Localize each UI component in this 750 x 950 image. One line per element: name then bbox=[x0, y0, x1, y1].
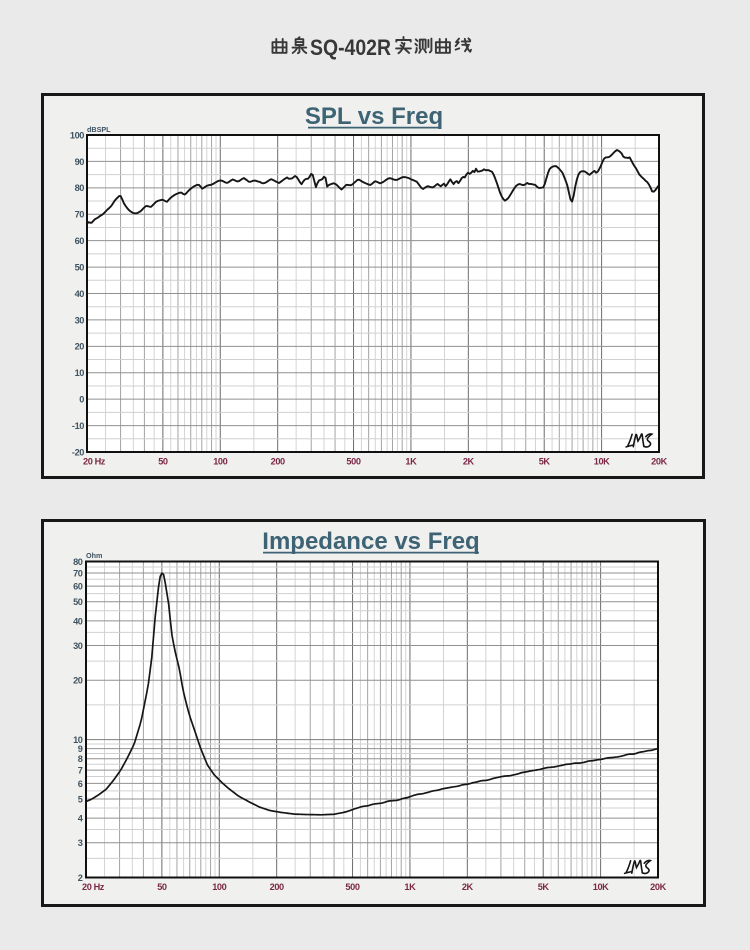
svg-text:20: 20 bbox=[75, 342, 85, 352]
svg-text:60: 60 bbox=[73, 582, 83, 592]
svg-text:1K: 1K bbox=[404, 882, 416, 892]
svg-text:70: 70 bbox=[73, 568, 83, 578]
svg-text:5K: 5K bbox=[539, 457, 551, 467]
svg-text:30: 30 bbox=[75, 315, 85, 325]
svg-text:Ohm: Ohm bbox=[86, 551, 102, 560]
svg-text:70: 70 bbox=[75, 210, 85, 220]
svg-text:40: 40 bbox=[75, 289, 85, 299]
svg-text:SPL vs Freq: SPL vs Freq bbox=[305, 103, 443, 130]
svg-text:10: 10 bbox=[75, 368, 85, 378]
svg-text:200: 200 bbox=[271, 457, 285, 467]
svg-text:90: 90 bbox=[75, 157, 85, 167]
svg-text:20K: 20K bbox=[651, 457, 667, 467]
svg-text:100: 100 bbox=[70, 130, 84, 140]
svg-text:50: 50 bbox=[158, 457, 168, 467]
svg-text:8: 8 bbox=[78, 754, 83, 764]
svg-text:2K: 2K bbox=[462, 882, 474, 892]
svg-text:20K: 20K bbox=[650, 882, 666, 892]
svg-text:10K: 10K bbox=[593, 882, 609, 892]
svg-text:100: 100 bbox=[213, 457, 227, 467]
svg-text:SQ-402R: SQ-402R bbox=[310, 35, 391, 60]
svg-text:6: 6 bbox=[78, 779, 83, 789]
svg-text:dBSPL: dBSPL bbox=[87, 125, 111, 134]
svg-text:5: 5 bbox=[78, 794, 83, 804]
svg-text:3: 3 bbox=[78, 838, 83, 848]
svg-text:Impedance vs Freq: Impedance vs Freq bbox=[262, 528, 479, 555]
svg-text:50: 50 bbox=[75, 263, 85, 273]
svg-text:80: 80 bbox=[75, 183, 85, 193]
svg-text:20 Hz: 20 Hz bbox=[82, 882, 105, 892]
svg-text:-20: -20 bbox=[72, 447, 84, 457]
svg-text:1K: 1K bbox=[405, 457, 417, 467]
svg-text:50: 50 bbox=[73, 597, 83, 607]
svg-text:20: 20 bbox=[73, 676, 83, 686]
svg-text:9: 9 bbox=[78, 744, 83, 754]
svg-text:60: 60 bbox=[75, 236, 85, 246]
svg-text:10: 10 bbox=[73, 735, 83, 745]
svg-text:200: 200 bbox=[270, 882, 284, 892]
svg-text:2K: 2K bbox=[463, 457, 475, 467]
svg-text:20 Hz: 20 Hz bbox=[83, 457, 106, 467]
svg-text:100: 100 bbox=[212, 882, 226, 892]
svg-text:40: 40 bbox=[73, 616, 83, 626]
svg-text:30: 30 bbox=[73, 641, 83, 651]
svg-text:80: 80 bbox=[73, 557, 83, 567]
svg-text:4: 4 bbox=[78, 814, 84, 824]
svg-text:2: 2 bbox=[78, 873, 83, 883]
svg-text:500: 500 bbox=[346, 457, 360, 467]
svg-text:10K: 10K bbox=[594, 457, 610, 467]
svg-text:0: 0 bbox=[79, 395, 84, 405]
svg-text:-10: -10 bbox=[72, 421, 84, 431]
svg-text:7: 7 bbox=[78, 766, 83, 776]
svg-text:500: 500 bbox=[345, 882, 359, 892]
svg-text:5K: 5K bbox=[538, 882, 550, 892]
svg-text:50: 50 bbox=[157, 882, 167, 892]
